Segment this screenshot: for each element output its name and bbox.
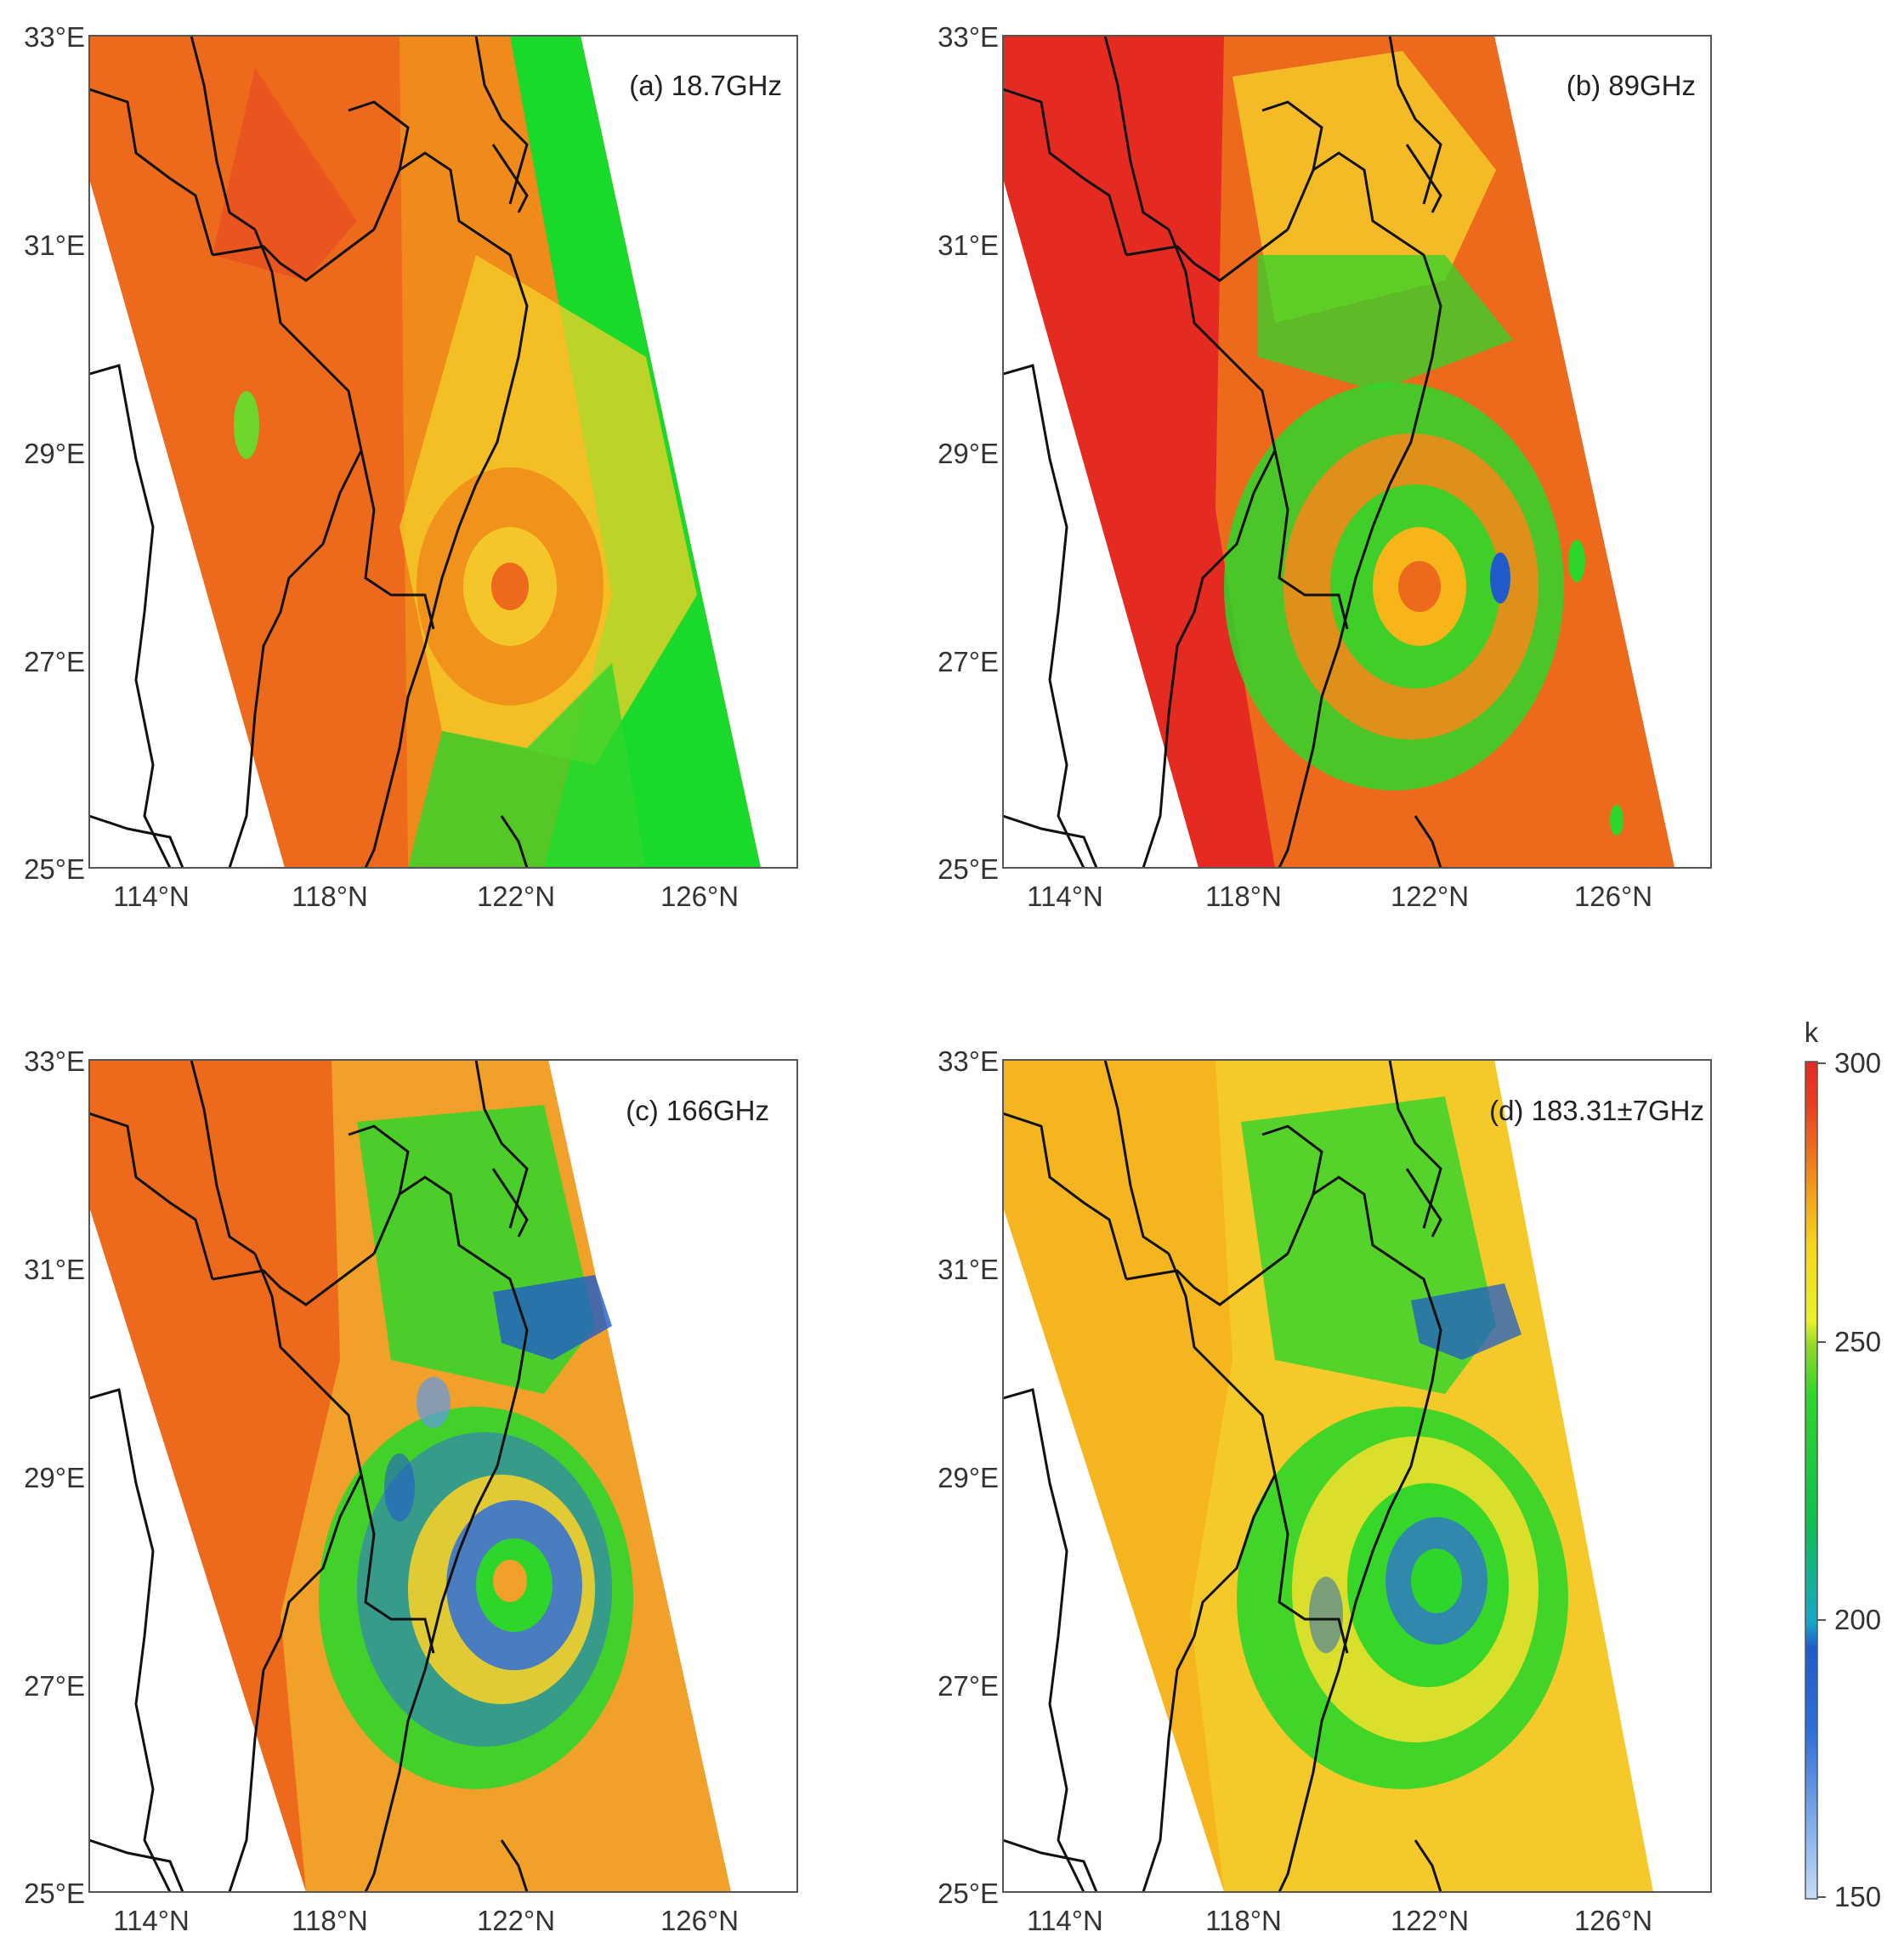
lon-tick-label: 126°N <box>660 881 739 912</box>
lon-tick-label: 114°N <box>113 1905 190 1936</box>
lat-ticks-a: 33°E 31°E 29°E 27°E 25°E <box>24 21 85 885</box>
colorbar-tick-label: 200 <box>1834 1604 1881 1635</box>
panel-label-a: (a) 18.7GHz <box>629 70 782 101</box>
panel-label-c: (c) 166GHz <box>626 1095 769 1126</box>
lat-ticks-b: 33°E 31°E 29°E 27°E 25°E <box>938 21 999 885</box>
lon-tick-label: 118°N <box>1205 881 1282 912</box>
colorbar-tick-label: 150 <box>1834 1881 1881 1912</box>
lat-tick-label: 33°E <box>24 1045 85 1077</box>
swath-b <box>1003 36 1674 868</box>
panel-b: (b) 89GHz 33°E 31°E 29°E 27°E 25°E 114°N… <box>938 21 1712 912</box>
lat-tick-label: 29°E <box>24 1462 85 1493</box>
lat-tick-label: 25°E <box>24 1878 85 1909</box>
swath-d <box>1003 1060 1653 1892</box>
panel-d: (d) 183.31±7GHz 33°E 31°E 29°E 27°E 25°E… <box>938 1045 1712 1936</box>
lat-tick-label: 27°E <box>24 646 85 677</box>
colorbar-tick-label: 300 <box>1834 1047 1881 1079</box>
boundaries-c <box>89 1060 529 1892</box>
lon-tick-label: 118°N <box>292 1905 368 1936</box>
lat-tick-label: 29°E <box>938 438 999 469</box>
swath-a <box>89 36 761 868</box>
frame-d <box>1002 1059 1712 1893</box>
frame-b <box>1002 35 1712 869</box>
lat-tick-label: 25°E <box>938 853 999 885</box>
lon-tick-label: 114°N <box>1027 881 1103 912</box>
panel-a: (a) 18.7GHz 33°E 31°E 29°E 27°E 25°E 114… <box>24 21 798 912</box>
lon-tick-label: 114°N <box>1027 1905 1103 1936</box>
lon-ticks-b: 114°N 118°N 122°N 126°N <box>1027 881 1652 912</box>
lat-tick-label: 27°E <box>24 1670 85 1702</box>
lat-tick-label: 33°E <box>24 21 85 53</box>
lon-tick-label: 118°N <box>1205 1905 1282 1936</box>
lat-ticks-d: 33°E 31°E 29°E 27°E 25°E <box>938 1045 999 1909</box>
lat-ticks-c: 33°E 31°E 29°E 27°E 25°E <box>24 1045 85 1909</box>
lat-tick-label: 27°E <box>938 646 999 677</box>
panel-label-d: (d) 183.31±7GHz <box>1489 1095 1704 1126</box>
lat-tick-label: 25°E <box>938 1878 999 1909</box>
lat-tick-label: 31°E <box>24 1254 85 1285</box>
lon-tick-label: 122°N <box>1391 881 1469 912</box>
lat-tick-label: 33°E <box>938 21 999 53</box>
lat-tick-label: 25°E <box>24 853 85 885</box>
boundaries-a <box>89 36 529 868</box>
panel-c: (c) 166GHz 33°E 31°E 29°E 27°E 25°E 114°… <box>24 1045 798 1936</box>
lon-tick-label: 126°N <box>1574 881 1652 912</box>
lat-tick-label: 29°E <box>24 438 85 469</box>
lon-tick-label: 126°N <box>660 1905 739 1936</box>
lat-tick-label: 29°E <box>938 1462 999 1493</box>
lon-ticks-c: 114°N 118°N 122°N 126°N <box>113 1905 739 1936</box>
lon-ticks-d: 114°N 118°N 122°N 126°N <box>1027 1905 1652 1936</box>
lat-tick-label: 31°E <box>938 1254 999 1285</box>
lon-tick-label: 122°N <box>477 881 555 912</box>
frame-c <box>88 1059 798 1893</box>
lat-tick-label: 27°E <box>938 1670 999 1702</box>
lon-tick-label: 118°N <box>292 881 368 912</box>
lon-ticks-a: 114°N 118°N 122°N 126°N <box>113 881 739 912</box>
colorbar-gradient <box>1805 1061 1818 1900</box>
lat-tick-label: 33°E <box>938 1045 999 1077</box>
lat-tick-label: 31°E <box>938 229 999 261</box>
colorbar: k 300 250 200 150 <box>1805 1017 1881 1912</box>
swath-c <box>89 1060 731 1892</box>
boundaries-b <box>1003 36 1442 868</box>
boundaries-d <box>1003 1060 1442 1892</box>
colorbar-tick-label: 250 <box>1834 1326 1881 1357</box>
frame-a <box>88 35 798 869</box>
lat-tick-label: 31°E <box>24 229 85 261</box>
panel-label-b: (b) 89GHz <box>1567 70 1696 101</box>
lon-tick-label: 122°N <box>1391 1905 1469 1936</box>
colorbar-unit: k <box>1805 1017 1819 1048</box>
lon-tick-label: 126°N <box>1574 1905 1652 1936</box>
lon-tick-label: 114°N <box>113 881 190 912</box>
lon-tick-label: 122°N <box>477 1905 555 1936</box>
